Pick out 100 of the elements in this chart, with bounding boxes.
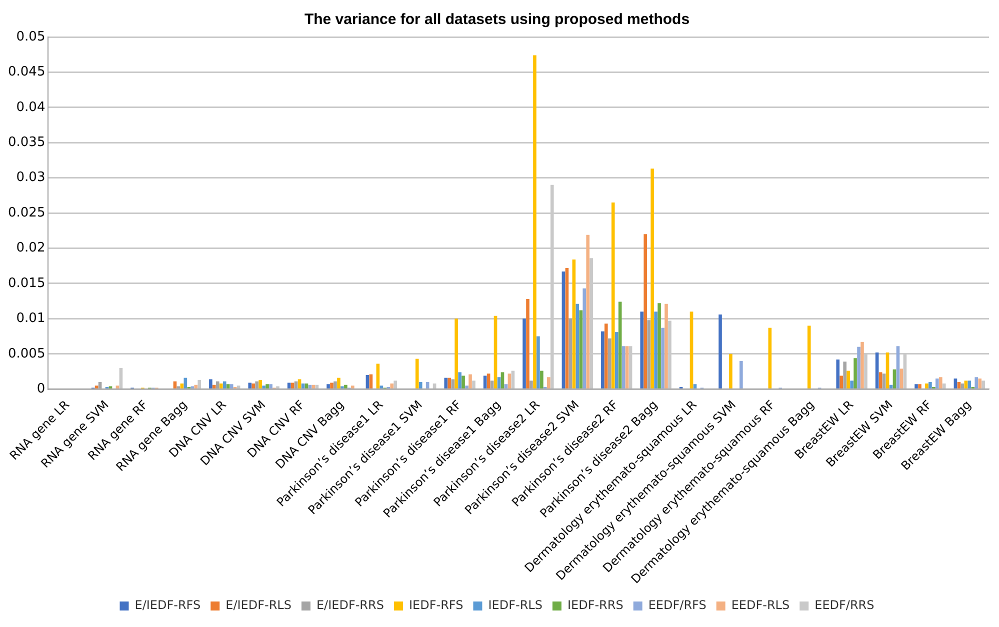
bar bbox=[729, 354, 732, 388]
bar bbox=[604, 324, 608, 388]
bar bbox=[614, 332, 618, 388]
bar bbox=[94, 386, 98, 388]
bar bbox=[854, 358, 857, 388]
bar bbox=[180, 383, 184, 388]
bar bbox=[807, 326, 811, 388]
bar bbox=[586, 234, 590, 388]
bar bbox=[740, 360, 743, 388]
legend-label: IEDF-RRS bbox=[567, 598, 624, 612]
bar bbox=[504, 384, 508, 388]
bar bbox=[526, 298, 530, 388]
bar bbox=[494, 316, 498, 388]
bar bbox=[209, 379, 212, 388]
bar bbox=[928, 382, 932, 388]
legend-label: E/IEDF-RFS bbox=[134, 598, 201, 612]
bar bbox=[644, 234, 648, 388]
bar bbox=[900, 368, 904, 388]
bar bbox=[418, 382, 422, 388]
y-tick-label: 0.005 bbox=[8, 346, 46, 362]
bar bbox=[968, 380, 972, 388]
bar bbox=[918, 384, 922, 388]
y-tick-label: 0.03 bbox=[16, 170, 46, 186]
bar bbox=[448, 378, 452, 388]
bar bbox=[850, 380, 854, 388]
bar bbox=[522, 318, 526, 388]
bar bbox=[914, 384, 918, 388]
bar bbox=[625, 346, 629, 388]
bar bbox=[957, 382, 961, 388]
y-tick-label: 0.02 bbox=[16, 240, 46, 256]
bar bbox=[576, 304, 580, 388]
bar bbox=[248, 382, 252, 388]
bar bbox=[500, 372, 504, 388]
bar bbox=[344, 384, 348, 388]
bar bbox=[483, 376, 487, 388]
y-tick-label: 0 bbox=[36, 381, 46, 396]
bar bbox=[768, 328, 772, 388]
bar bbox=[366, 375, 370, 388]
bar bbox=[390, 383, 394, 388]
bar bbox=[444, 378, 448, 388]
bar bbox=[582, 288, 586, 388]
legend-label: EEDF/RFS bbox=[648, 598, 706, 612]
bar bbox=[222, 381, 226, 388]
bar bbox=[622, 346, 626, 388]
y-tick-label: 0.045 bbox=[8, 64, 46, 80]
bar bbox=[308, 384, 312, 388]
legend-label: E/IEDF-RRS bbox=[316, 598, 384, 612]
bar bbox=[860, 342, 864, 388]
bar bbox=[562, 271, 566, 388]
bar bbox=[547, 377, 550, 388]
bar bbox=[337, 378, 340, 388]
bar bbox=[939, 377, 942, 388]
bar bbox=[262, 386, 266, 388]
bar bbox=[304, 383, 308, 388]
legend-label: IEDF-RLS bbox=[488, 598, 542, 612]
bar bbox=[611, 202, 615, 388]
bar bbox=[875, 352, 879, 388]
bar bbox=[936, 378, 939, 388]
bar bbox=[326, 384, 330, 388]
bar bbox=[654, 312, 658, 388]
bar bbox=[194, 384, 198, 388]
bar bbox=[690, 312, 694, 388]
bar bbox=[458, 372, 462, 388]
bar bbox=[836, 360, 840, 388]
bar bbox=[258, 380, 262, 388]
bar bbox=[925, 383, 928, 388]
bar bbox=[601, 331, 604, 388]
bar bbox=[415, 358, 419, 388]
legend-label: E/IEDF-RLS bbox=[226, 598, 292, 612]
bar bbox=[618, 302, 622, 388]
y-tick-label: 0.04 bbox=[16, 100, 46, 115]
bar bbox=[380, 386, 384, 388]
bar bbox=[886, 352, 890, 388]
y-tick-label: 0.015 bbox=[8, 276, 46, 291]
bar bbox=[226, 384, 230, 388]
bar bbox=[298, 379, 302, 388]
bar bbox=[640, 312, 644, 388]
y-tick-label: 0.035 bbox=[8, 135, 46, 150]
bar bbox=[896, 346, 900, 388]
bar bbox=[658, 303, 661, 388]
bar bbox=[454, 318, 458, 388]
legend-label: EEDF-RLS bbox=[731, 598, 790, 612]
bar bbox=[269, 384, 272, 388]
bar bbox=[173, 381, 177, 388]
bar bbox=[889, 384, 893, 388]
legend-label: EEDF/RRS bbox=[814, 598, 874, 612]
bar bbox=[664, 304, 668, 388]
bar bbox=[312, 384, 316, 388]
bar bbox=[878, 372, 882, 388]
bar bbox=[978, 378, 982, 388]
y-tick-label: 0.01 bbox=[16, 311, 46, 326]
bar bbox=[376, 364, 380, 388]
bar bbox=[266, 384, 269, 388]
bar bbox=[508, 374, 512, 388]
bar bbox=[252, 383, 256, 388]
bar bbox=[330, 382, 334, 388]
legend-label: IEDF-RFS bbox=[408, 598, 464, 612]
bar bbox=[219, 383, 223, 388]
bar bbox=[892, 369, 896, 388]
bar bbox=[661, 328, 664, 388]
